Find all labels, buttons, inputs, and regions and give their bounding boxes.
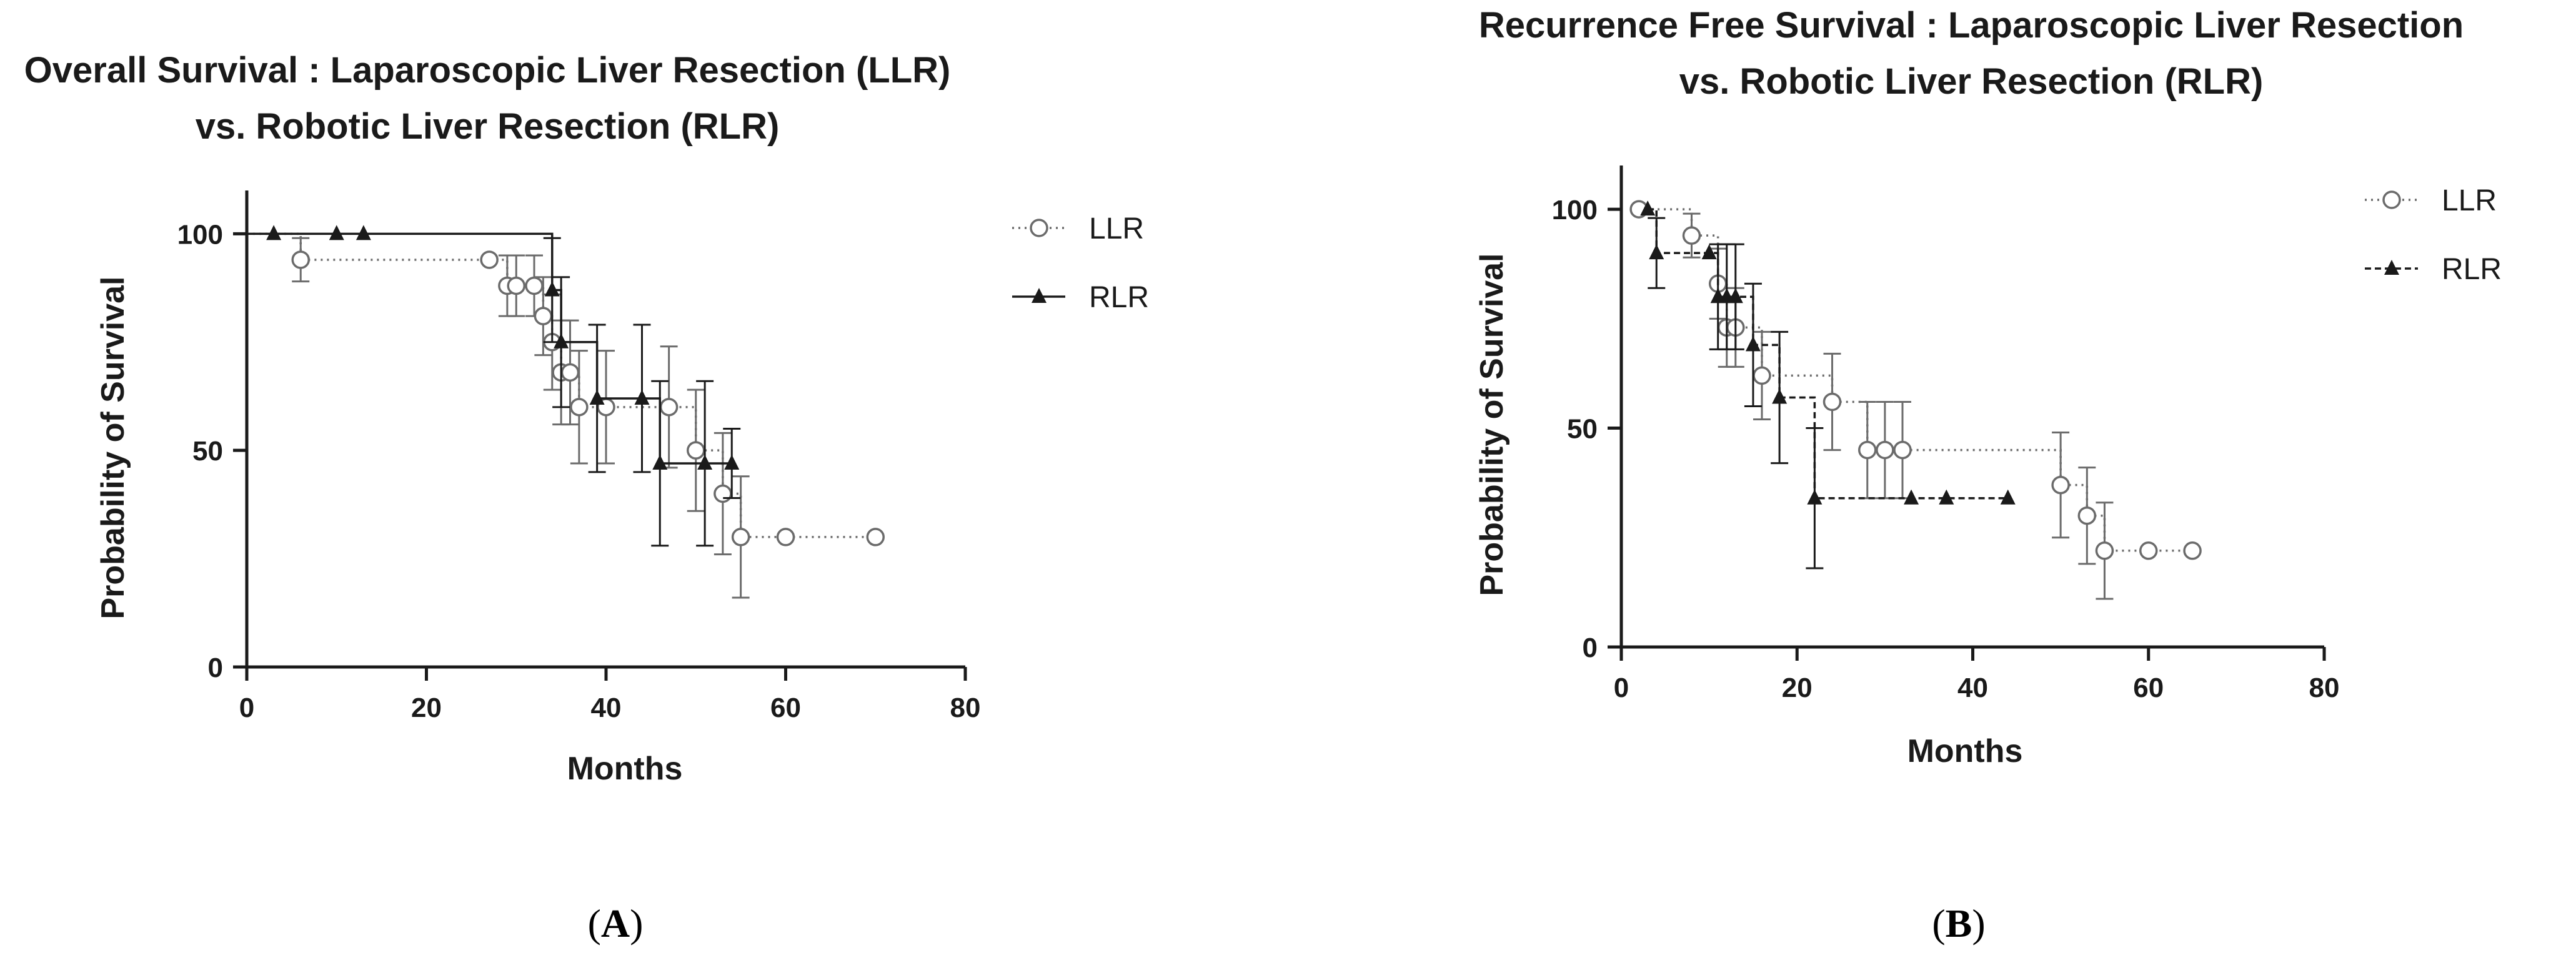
chart-b-y-tick-label: 100 — [1552, 195, 1598, 225]
chart-a-x-tick-label: 80 — [950, 693, 981, 723]
chart-a-llr-data-point — [570, 398, 589, 417]
chart-a-rlr-data-point — [634, 389, 650, 405]
chart-b-llr-data-point — [1893, 440, 1912, 460]
chart-a-llr-data-point — [731, 528, 750, 546]
chart-a-llr-data-point — [291, 250, 310, 269]
chart-a-x-tick-label: 20 — [411, 693, 442, 723]
chart-b-rlr-data-point — [1904, 489, 1919, 505]
panel-b-letter: B — [1946, 901, 1972, 946]
chart-b-llr-data-point — [2139, 541, 2158, 560]
chart-b-rlr-data-point — [2000, 489, 2016, 505]
chart-a-title-line-1: Overall Survival : Laparoscopic Liver Re… — [24, 50, 951, 91]
panel-a-letter: A — [601, 901, 630, 946]
chart-b-rlr-data-point — [1701, 244, 1717, 260]
chart-b-y-tick-label: 50 — [1567, 414, 1598, 445]
chart-a-x-tick-label: 60 — [770, 693, 801, 723]
panel-a-caption: (A) — [588, 901, 644, 946]
chart-a-y-tick-label: 50 — [192, 436, 223, 467]
chart-b-title-line-2: vs. Robotic Liver Resection (RLR) — [1679, 61, 2264, 102]
chart-a-rlr-legend-label: RLR — [1089, 281, 1149, 314]
chart-b-llr-legend-marker — [2382, 190, 2401, 209]
chart-a-llr-data-point — [714, 484, 732, 503]
chart-b-y-axis-label: Probability of Survival — [1474, 253, 1510, 596]
chart-b-rlr-data-point — [1728, 288, 1743, 304]
chart-a-rlr-data-point — [554, 333, 569, 348]
chart-a-llr-data-point — [659, 398, 679, 417]
chart-a-llr-data-point — [525, 276, 544, 295]
chart-b-x-tick-label: 40 — [1957, 673, 1988, 703]
chart-a-rlr-data-point — [356, 225, 371, 240]
chart-b-llr-data-point — [1823, 392, 1842, 412]
chart-b-rlr-data-point — [1745, 336, 1761, 352]
chart-a-plot-area: 0 20 40 60 80 0 50 100 LLR RLR — [177, 190, 1149, 723]
chart-a-rlr-data-point — [266, 225, 282, 240]
chart-a-x-axis-label: Months — [567, 751, 683, 787]
chart-b-rlr-data-point — [1640, 200, 1656, 216]
chart-b-rlr-legend-label: RLR — [2442, 253, 2502, 286]
chart-a-llr-data-point — [507, 276, 525, 295]
panel-b-caption: (B) — [1932, 901, 1985, 946]
chart-a-llr-data-point — [866, 528, 885, 546]
chart-b-llr-data-point — [2183, 541, 2202, 560]
chart-a-llr-legend-label: LLR — [1089, 212, 1144, 245]
chart-panel-b: Recurrence Free Survival : Laparoscopic … — [1474, 5, 2502, 946]
chart-b-llr-data-point — [2095, 541, 2114, 560]
chart-b-llr-data-point — [2077, 506, 2097, 525]
chart-a-rlr-data-point — [697, 454, 713, 470]
chart-a-rlr-data-point — [724, 454, 740, 470]
chart-a-title-line-2: vs. Robotic Liver Resection (RLR) — [196, 106, 780, 147]
chart-b-x-tick-label: 0 — [1614, 673, 1629, 703]
chart-b-llr-data-point — [1682, 226, 1701, 245]
chart-a-rlr-legend-marker — [1032, 288, 1047, 303]
chart-b-y-tick-label: 0 — [1583, 633, 1598, 663]
chart-a-rlr-data-point — [589, 389, 605, 405]
chart-b-plot-area: 0 20 40 60 80 0 50 100 LLR RLR — [1552, 165, 2502, 703]
chart-b-x-tick-label: 60 — [2133, 673, 2164, 703]
chart-b-llr-data-point — [2051, 475, 2070, 495]
chart-a-llr-data-point — [776, 528, 795, 546]
chart-b-llr-legend-label: LLR — [2442, 184, 2497, 217]
chart-a-rlr-data-point — [544, 281, 560, 297]
chart-a-llr-data-point — [687, 441, 705, 460]
chart-b-x-axis-label: Months — [1907, 733, 2023, 769]
chart-a-x-tick-label: 0 — [239, 693, 254, 723]
chart-a-x-tick-label: 40 — [591, 693, 622, 723]
chart-b-rlr-legend-marker — [2384, 260, 2399, 275]
chart-b-llr-data-point — [1753, 366, 1771, 385]
chart-a-rlr-data-point — [652, 454, 668, 470]
chart-a-y-tick-label: 100 — [177, 219, 223, 250]
chart-a-y-axis-label: Probability of Survival — [95, 276, 131, 619]
chart-b-llr-data-point — [1858, 440, 1877, 460]
chart-b-x-tick-label: 20 — [1782, 673, 1813, 703]
chart-a-y-tick-label: 0 — [208, 653, 223, 683]
chart-a-llr-data-point — [534, 307, 553, 325]
chart-b-title-line-1: Recurrence Free Survival : Laparoscopic … — [1479, 5, 2464, 46]
chart-a-rlr-data-point — [329, 225, 344, 240]
chart-b-rlr-data-point — [1649, 244, 1664, 260]
chart-b-rlr-data-point — [1772, 388, 1788, 404]
chart-b-rlr-data-point — [1939, 489, 1954, 505]
chart-a-llr-data-point — [480, 250, 499, 269]
chart-a-llr-data-point — [560, 363, 580, 382]
chart-b-rlr-data-point — [1807, 489, 1823, 505]
chart-b-x-tick-label: 80 — [2309, 673, 2340, 703]
chart-panel-a: Overall Survival : Laparoscopic Liver Re… — [24, 50, 1149, 946]
chart-a-llr-legend-marker — [1030, 219, 1048, 237]
chart-b-llr-data-point — [1876, 440, 1894, 460]
